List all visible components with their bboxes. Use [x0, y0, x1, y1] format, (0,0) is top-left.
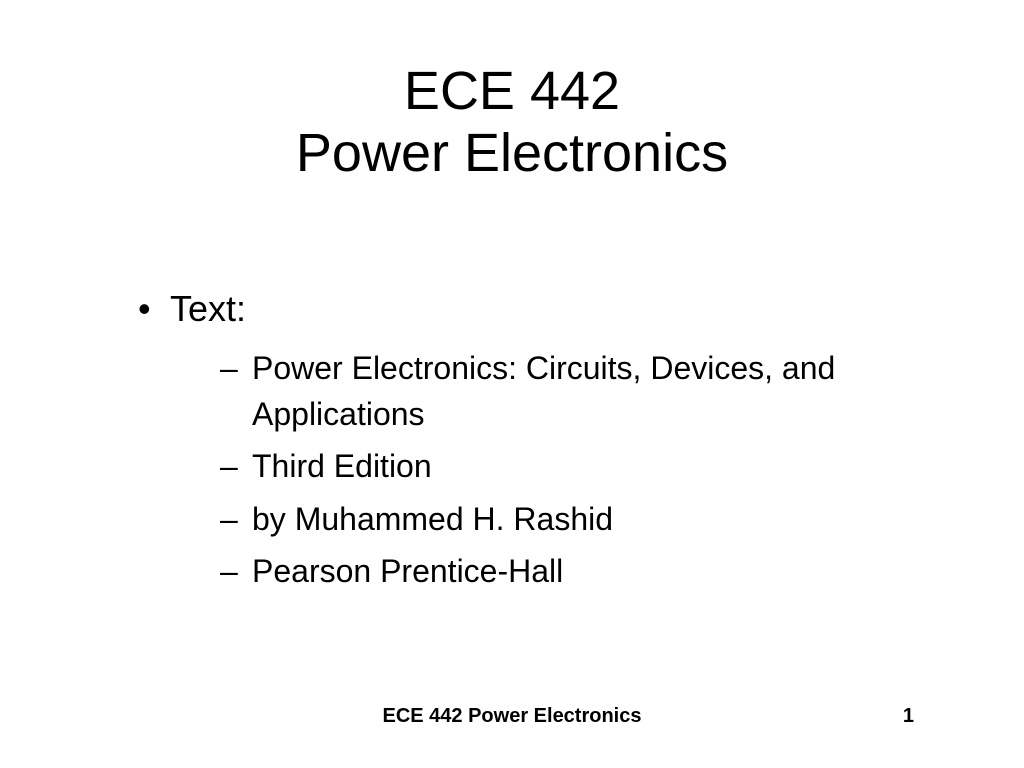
slide-container: ECE 442 Power Electronics Text: Power El…	[0, 0, 1024, 768]
slide-footer: ECE 442 Power Electronics 1	[0, 705, 1024, 728]
title-line-1: ECE 442	[404, 61, 620, 121]
sub-item-text: Power Electronics: Circuits, Devices, an…	[252, 350, 835, 432]
sub-item-text: Third Edition	[252, 448, 432, 484]
page-number: 1	[903, 705, 914, 728]
sub-item-text: Pearson Prentice-Hall	[252, 553, 563, 589]
sub-item: by Muhammed H. Rashid	[220, 496, 904, 542]
main-bullet-list: Text: Power Electronics: Circuits, Devic…	[120, 284, 904, 594]
bullet-item-text: Text: Power Electronics: Circuits, Devic…	[130, 284, 904, 594]
sub-item: Power Electronics: Circuits, Devices, an…	[220, 345, 904, 438]
slide-title: ECE 442 Power Electronics	[120, 60, 904, 184]
sub-bullet-list: Power Electronics: Circuits, Devices, an…	[170, 345, 904, 595]
sub-item: Third Edition	[220, 443, 904, 489]
title-line-2: Power Electronics	[296, 123, 728, 183]
bullet-label: Text:	[170, 288, 246, 329]
slide-content: Text: Power Electronics: Circuits, Devic…	[120, 284, 904, 728]
sub-item: Pearson Prentice-Hall	[220, 548, 904, 594]
footer-text: ECE 442 Power Electronics	[382, 705, 641, 728]
sub-item-text: by Muhammed H. Rashid	[252, 501, 613, 537]
